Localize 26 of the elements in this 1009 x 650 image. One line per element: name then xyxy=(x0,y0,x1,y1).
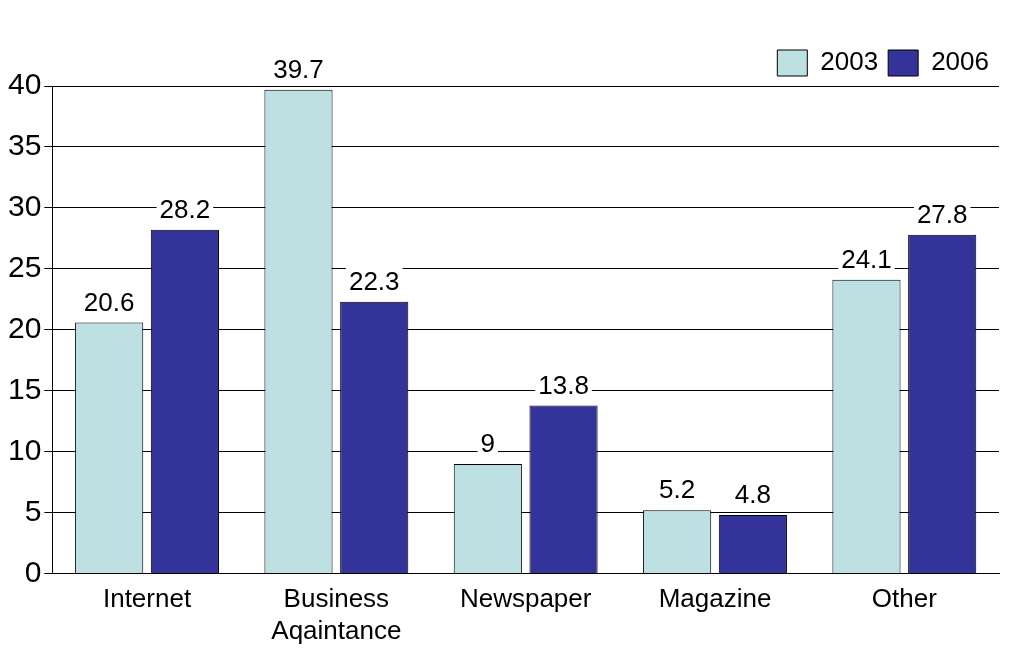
y-tick-label: 35 xyxy=(7,128,42,162)
data-label: 13.8 xyxy=(538,369,589,400)
data-label: 39.7 xyxy=(273,53,324,84)
data-label: 27.8 xyxy=(916,198,968,229)
y-tick-label: 15 xyxy=(7,372,42,406)
data-label: 28.2 xyxy=(159,194,211,225)
x-tick-label: Other xyxy=(871,583,938,614)
y-tick-label: 30 xyxy=(7,189,42,223)
y-tick-label: 20 xyxy=(7,311,42,345)
legend-label: 2003 xyxy=(820,46,879,77)
data-label: 24.1 xyxy=(841,243,892,274)
data-label: 22.3 xyxy=(348,265,400,296)
x-tick-label: Magazine xyxy=(658,583,772,614)
y-tick-label: 5 xyxy=(24,493,42,527)
y-tick-label: 40 xyxy=(7,67,42,101)
data-label: 9 xyxy=(480,428,496,459)
data-label: 20.6 xyxy=(83,286,135,317)
y-tick-label: 0 xyxy=(24,554,42,588)
y-tick-label: 25 xyxy=(7,250,42,284)
data-label: 4.8 xyxy=(734,479,771,510)
x-tick-label: Internet xyxy=(102,583,192,614)
x-tick-label: Business Aqaintance xyxy=(271,583,402,645)
data-label: 5.2 xyxy=(659,474,696,505)
y-tick-label: 10 xyxy=(7,432,42,466)
legend-label: 2006 xyxy=(931,46,989,77)
x-tick-label: Newspaper xyxy=(459,583,592,614)
